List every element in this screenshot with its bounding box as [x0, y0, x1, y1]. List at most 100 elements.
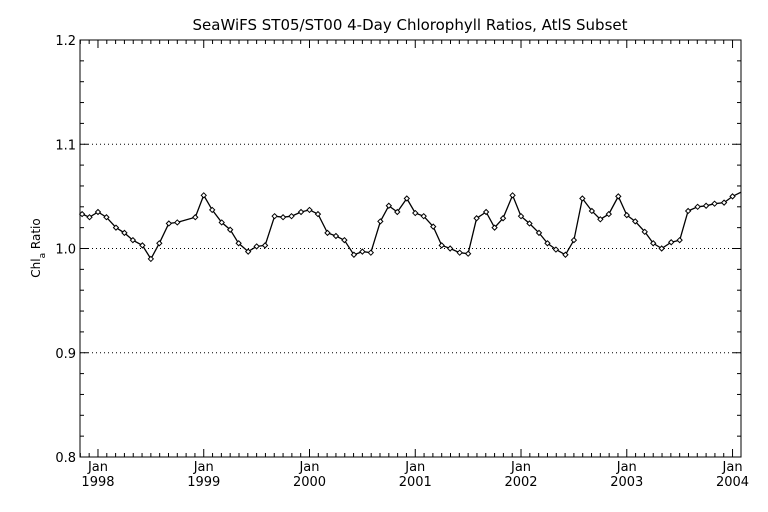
y-tick-labels: 0.8 0.9 1.0 1.1 1.2 — [55, 34, 76, 466]
plot-frame — [79, 39, 742, 458]
data-point-2 — [94, 208, 102, 216]
y-tick-label-4: 1.2 — [55, 34, 76, 49]
x-tick-year-5: 2003 — [610, 475, 643, 490]
x-tick-month-6: Jan — [722, 460, 743, 475]
data-point-66 — [667, 239, 675, 246]
data-point-17 — [235, 240, 242, 247]
y-axis-label: Chla Ratio — [29, 218, 48, 277]
data-point-29 — [341, 236, 348, 244]
data-point-24 — [297, 208, 305, 216]
data-point-57 — [588, 207, 596, 215]
x-tick-year-3: 2001 — [399, 475, 432, 490]
y-tick-label-1: 0.9 — [55, 347, 76, 362]
data-point-67 — [676, 236, 683, 244]
data-point-27 — [324, 229, 331, 237]
data-point-31 — [359, 248, 366, 255]
data-point-49 — [517, 212, 525, 220]
data-point-26 — [314, 210, 322, 218]
data-point-5 — [121, 229, 128, 237]
data-point-50 — [526, 220, 533, 227]
chart-title: SeaWiFS ST05/ST00 4-Day Chlorophyll Rati… — [193, 16, 628, 34]
data-point-44 — [473, 215, 480, 222]
data-point-16 — [226, 226, 234, 233]
data-point-13 — [200, 192, 207, 199]
data-point-11 — [174, 219, 181, 226]
data-point-32 — [367, 249, 375, 256]
data-point-39 — [430, 223, 437, 230]
x-tick-year-4: 2002 — [504, 475, 537, 490]
x-tick-year-0: 1998 — [81, 475, 114, 490]
data-point-38 — [420, 212, 427, 220]
data-point-53 — [552, 246, 560, 253]
data-point-18 — [244, 248, 252, 255]
y-axis-label-suffix: Ratio — [29, 218, 43, 253]
data-point-52 — [544, 240, 551, 247]
x-tick-month-2: Jan — [298, 460, 319, 475]
data-point-46 — [491, 224, 498, 231]
x-tick-month-3: Jan — [404, 460, 425, 475]
data-point-64 — [650, 240, 657, 247]
y-tick-label-0: 0.8 — [55, 451, 76, 466]
data-point-30 — [350, 251, 358, 258]
x-tick-month-5: Jan — [616, 460, 637, 475]
data-point-61 — [623, 211, 630, 219]
data-point-65 — [658, 245, 665, 252]
data-point-22 — [279, 214, 287, 221]
data-point-25 — [306, 206, 313, 214]
data-point-37 — [412, 209, 419, 217]
data-point-1 — [86, 214, 93, 221]
data-point-6 — [129, 236, 137, 244]
x-tick-month-4: Jan — [510, 460, 531, 475]
data-point-3 — [103, 214, 110, 221]
data-point-43 — [464, 250, 472, 257]
data-point-23 — [288, 212, 295, 220]
data-point-14 — [208, 206, 216, 214]
data-point-72 — [720, 199, 728, 206]
data-point-62 — [632, 218, 639, 225]
data-point-73 — [729, 193, 736, 200]
data-point-48 — [509, 192, 516, 199]
data-point-15 — [218, 219, 225, 226]
data-point-63 — [641, 228, 648, 236]
data-point-40 — [438, 242, 445, 249]
data-point-21 — [271, 212, 278, 220]
data-point-19 — [253, 243, 260, 250]
axis-ticks — [79, 39, 741, 458]
data-point-56 — [579, 195, 586, 202]
series-markers — [78, 192, 736, 263]
x-tick-labels: Jan1998Jan1999Jan2000Jan2001Jan2002Jan20… — [81, 460, 749, 490]
data-point-34 — [385, 202, 393, 209]
data-point-8 — [147, 255, 155, 263]
data-point-42 — [456, 249, 463, 256]
data-point-41 — [446, 245, 454, 252]
y-axis-label-subscript: a — [38, 253, 48, 259]
data-point-36 — [403, 195, 411, 202]
data-point-59 — [605, 210, 613, 218]
gridlines — [80, 143, 741, 354]
x-tick-year-1: 1999 — [187, 475, 220, 490]
x-tick-month-0: Jan — [87, 460, 108, 475]
y-axis-label-main: Chl — [29, 258, 43, 277]
x-tick-year-6: 2004 — [716, 475, 749, 490]
data-point-33 — [377, 218, 384, 225]
data-point-60 — [615, 193, 622, 200]
data-point-47 — [499, 215, 507, 222]
data-point-58 — [597, 216, 604, 223]
x-tick-month-1: Jan — [193, 460, 214, 475]
x-tick-year-2: 2000 — [293, 475, 326, 490]
data-point-71 — [711, 200, 718, 207]
data-point-4 — [112, 224, 120, 231]
data-point-68 — [684, 207, 692, 215]
data-point-9 — [156, 240, 163, 247]
data-point-45 — [482, 208, 490, 216]
data-point-0 — [78, 210, 86, 218]
y-tick-label-3: 1.1 — [55, 138, 76, 153]
y-tick-label-2: 1.0 — [55, 243, 76, 258]
data-point-54 — [562, 251, 569, 258]
data-point-70 — [702, 202, 710, 209]
data-point-10 — [165, 220, 173, 227]
data-point-7 — [139, 242, 146, 249]
data-point-12 — [192, 214, 199, 221]
data-point-51 — [535, 229, 543, 237]
